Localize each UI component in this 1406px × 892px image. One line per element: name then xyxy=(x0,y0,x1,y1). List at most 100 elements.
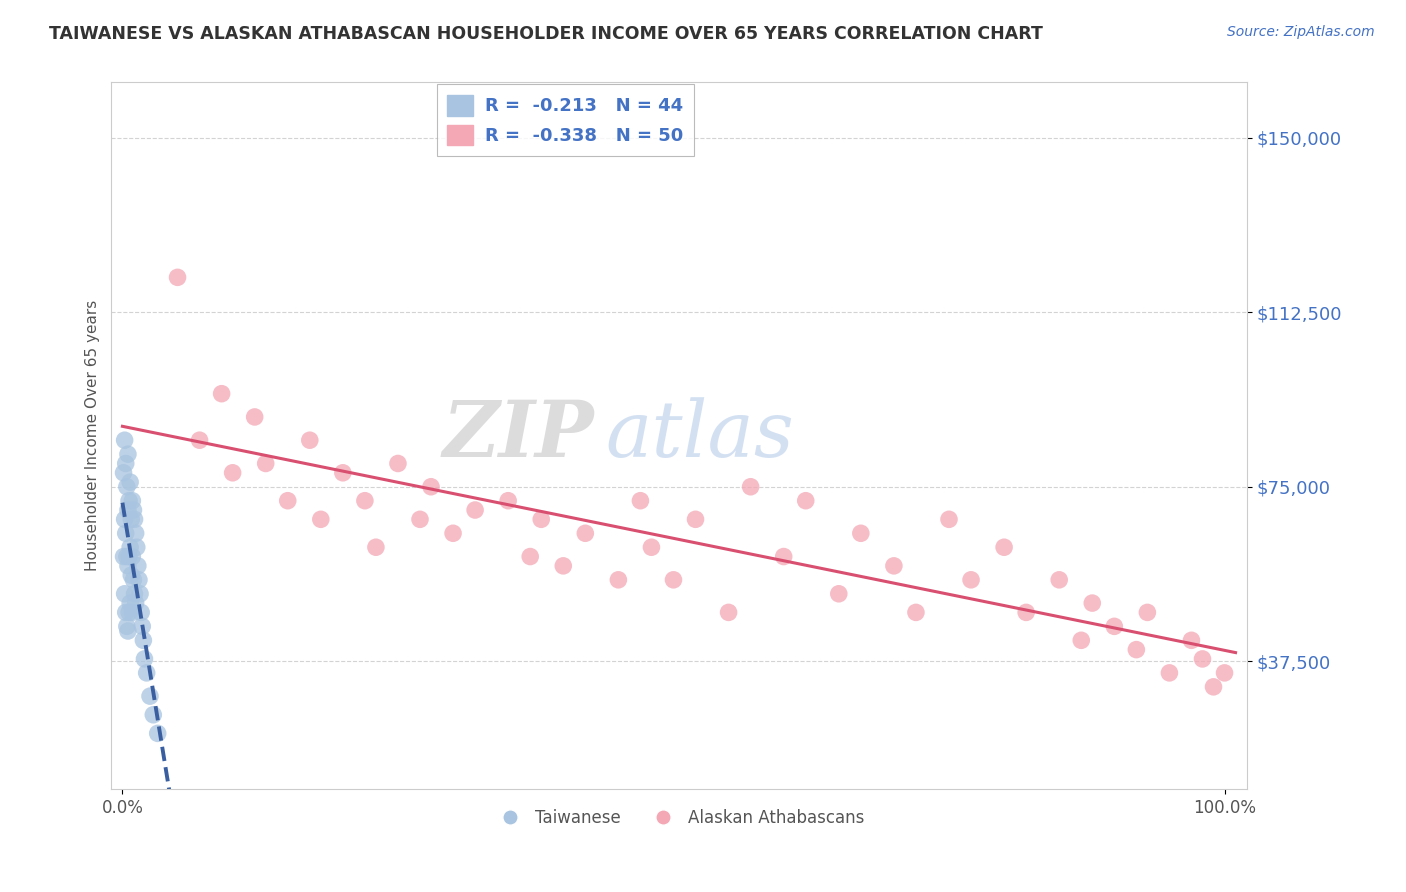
Point xyxy=(122,503,145,517)
Point xyxy=(1202,680,1225,694)
Point xyxy=(127,558,149,573)
Point xyxy=(530,512,553,526)
Point xyxy=(166,270,188,285)
Point xyxy=(112,549,135,564)
Legend: Taiwanese, Alaskan Athabascans: Taiwanese, Alaskan Athabascans xyxy=(486,803,870,834)
Point xyxy=(120,568,142,582)
Point xyxy=(1070,633,1092,648)
Point xyxy=(120,596,142,610)
Point xyxy=(960,573,983,587)
Point xyxy=(122,573,145,587)
Point xyxy=(129,587,152,601)
Point xyxy=(117,503,139,517)
Point xyxy=(849,526,872,541)
Point xyxy=(117,624,139,638)
Point xyxy=(115,619,138,633)
Point xyxy=(364,541,387,555)
Point xyxy=(114,457,136,471)
Point xyxy=(993,541,1015,555)
Point xyxy=(354,493,377,508)
Point xyxy=(277,493,299,508)
Point xyxy=(254,457,277,471)
Point xyxy=(740,480,762,494)
Point xyxy=(387,457,409,471)
Point xyxy=(114,587,136,601)
Point xyxy=(221,466,243,480)
Point xyxy=(298,434,321,448)
Point xyxy=(134,652,156,666)
Y-axis label: Householder Income Over 65 years: Householder Income Over 65 years xyxy=(86,300,100,571)
Point xyxy=(1081,596,1104,610)
Point xyxy=(128,573,150,587)
Point xyxy=(904,606,927,620)
Point xyxy=(794,493,817,508)
Point xyxy=(1213,665,1236,680)
Point xyxy=(420,480,443,494)
Point xyxy=(1136,606,1159,620)
Point xyxy=(120,512,142,526)
Point xyxy=(332,466,354,480)
Point xyxy=(883,558,905,573)
Point xyxy=(640,541,662,555)
Point xyxy=(139,689,162,703)
Point xyxy=(464,503,486,517)
Point xyxy=(146,726,169,740)
Point xyxy=(117,558,139,573)
Point xyxy=(1180,633,1202,648)
Point xyxy=(117,447,139,461)
Point xyxy=(1125,642,1147,657)
Point xyxy=(496,493,519,508)
Point xyxy=(118,549,141,564)
Point xyxy=(1047,573,1070,587)
Point xyxy=(121,549,143,564)
Point xyxy=(118,606,141,620)
Point xyxy=(121,493,143,508)
Point xyxy=(112,466,135,480)
Point xyxy=(115,480,138,494)
Point xyxy=(124,512,146,526)
Point xyxy=(129,606,152,620)
Point xyxy=(553,558,575,573)
Point xyxy=(938,512,960,526)
Point xyxy=(441,526,464,541)
Point xyxy=(1015,606,1038,620)
Point xyxy=(114,512,136,526)
Point xyxy=(519,549,541,564)
Point xyxy=(114,606,136,620)
Point xyxy=(409,512,432,526)
Point xyxy=(828,587,851,601)
Text: atlas: atlas xyxy=(605,398,794,474)
Point xyxy=(628,493,651,508)
Point xyxy=(125,541,148,555)
Text: ZIP: ZIP xyxy=(443,397,593,474)
Point xyxy=(120,475,142,489)
Point xyxy=(124,587,146,601)
Point xyxy=(115,549,138,564)
Point xyxy=(685,512,707,526)
Point xyxy=(1191,652,1213,666)
Point xyxy=(211,386,233,401)
Point xyxy=(132,633,155,648)
Point xyxy=(607,573,630,587)
Point xyxy=(717,606,740,620)
Point xyxy=(243,409,266,424)
Point xyxy=(772,549,794,564)
Point xyxy=(118,493,141,508)
Point xyxy=(1159,665,1181,680)
Point xyxy=(121,606,143,620)
Point xyxy=(1104,619,1126,633)
Point xyxy=(142,707,165,722)
Point xyxy=(188,434,211,448)
Point xyxy=(120,541,142,555)
Point xyxy=(135,665,157,680)
Text: TAIWANESE VS ALASKAN ATHABASCAN HOUSEHOLDER INCOME OVER 65 YEARS CORRELATION CHA: TAIWANESE VS ALASKAN ATHABASCAN HOUSEHOL… xyxy=(49,25,1043,43)
Point xyxy=(124,596,146,610)
Point xyxy=(309,512,332,526)
Point xyxy=(114,434,136,448)
Text: Source: ZipAtlas.com: Source: ZipAtlas.com xyxy=(1227,25,1375,39)
Point xyxy=(124,526,146,541)
Point xyxy=(574,526,596,541)
Point xyxy=(131,619,153,633)
Point xyxy=(114,526,136,541)
Point xyxy=(662,573,685,587)
